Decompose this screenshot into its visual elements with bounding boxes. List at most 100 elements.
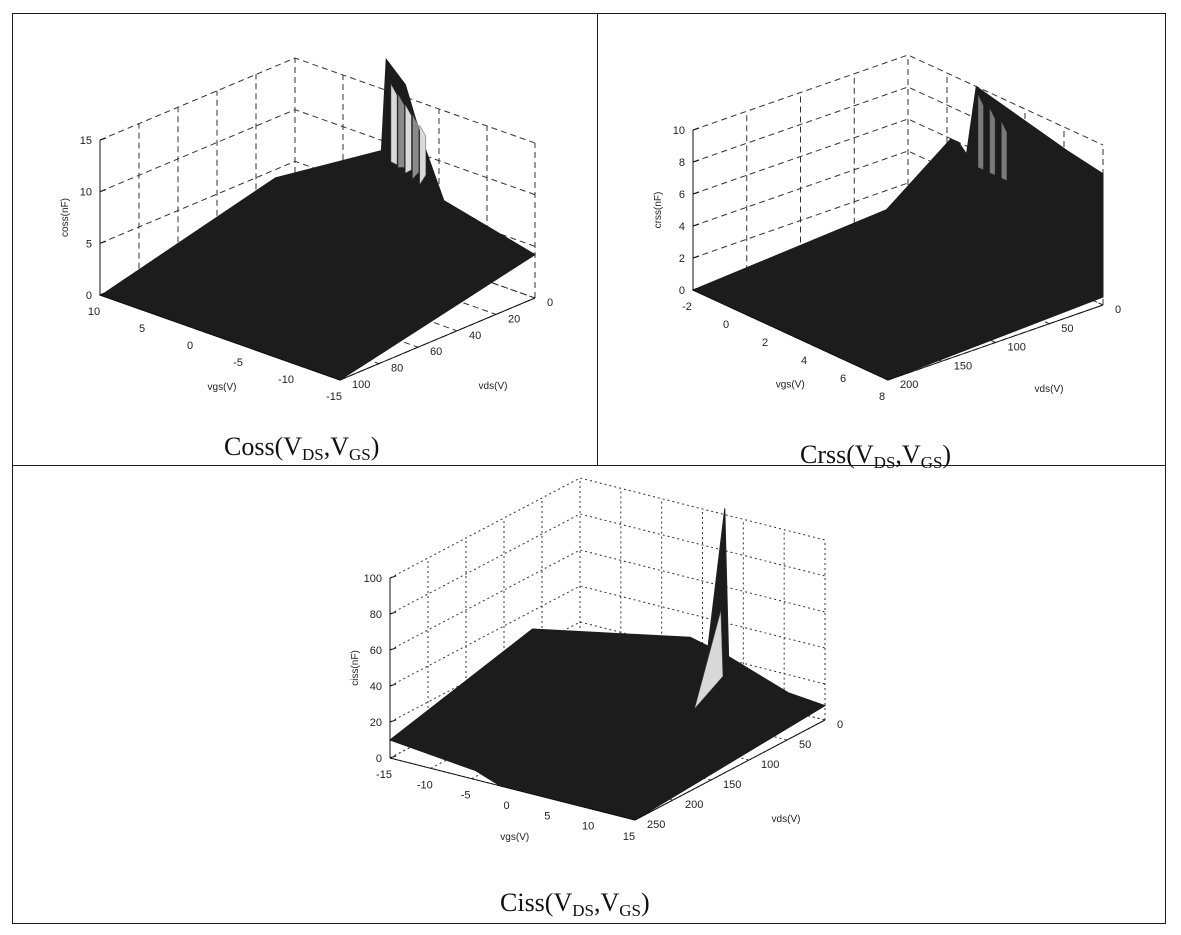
crss-surface-plot: 0 2 4 6 8 10 -2 0 2 4 6 8 0 50 100 150 200 crss(nF) vgs(V)… <box>653 54 1121 403</box>
x-tick-label: 2 <box>762 337 768 349</box>
surface-ridge <box>397 93 405 168</box>
surface-ridge <box>390 83 398 166</box>
crss-caption-sub1: DS <box>873 453 896 472</box>
y-tick-label: 0 <box>837 719 843 731</box>
panel-divider-vertical <box>597 13 598 466</box>
z-tick-label: 10 <box>673 125 685 137</box>
y-tick-label: 250 <box>647 819 665 831</box>
grid-line <box>692 54 1104 146</box>
grid-line <box>389 585 826 687</box>
z-tick-label: 0 <box>376 753 382 765</box>
surface-ridge <box>694 611 724 709</box>
z-axis-label: crss(nF) <box>653 192 664 229</box>
z-tick <box>692 255 700 259</box>
surface-area <box>98 57 536 381</box>
z-tick <box>692 287 700 291</box>
x-tick-label: 4 <box>801 355 807 367</box>
y-axis-label: vds(V) <box>1035 384 1064 395</box>
coss-caption-sub1: DS <box>302 445 324 464</box>
z-axis-label: ciss(nF) <box>350 650 361 686</box>
grid-line <box>389 477 826 579</box>
z-tick <box>99 240 107 244</box>
x-axis <box>389 757 636 821</box>
x-tick-label: -2 <box>682 301 692 313</box>
x-axis-label: vgs(V) <box>500 832 529 843</box>
z-tick-label: 5 <box>86 238 92 250</box>
x-tick-label: 15 <box>623 831 635 843</box>
y-tick-label: 150 <box>723 779 741 791</box>
z-axis-label: coss(nF) <box>60 198 71 237</box>
x-tick-label: 0 <box>503 800 509 812</box>
y-tick-label: 200 <box>685 799 703 811</box>
z-tick <box>99 292 107 296</box>
grid-line <box>99 109 536 196</box>
y-tick-label: 100 <box>761 759 779 771</box>
y-axis <box>339 297 536 381</box>
grid-line <box>389 621 826 723</box>
surface-ridge <box>419 124 427 186</box>
x-tick-label: 10 <box>582 821 594 833</box>
figure-frame <box>12 13 1166 924</box>
x-tick-label: -5 <box>233 357 243 369</box>
x-tick-label: -15 <box>326 391 342 403</box>
z-tick <box>692 223 700 227</box>
y-tick-label: 50 <box>799 739 811 751</box>
y-tick-label: 50 <box>1061 323 1073 335</box>
z-tick-label: 0 <box>679 285 685 297</box>
grid-line <box>389 549 826 651</box>
y-axis <box>634 719 826 821</box>
z-tick-label: 10 <box>80 187 92 199</box>
z-tick-label: 100 <box>364 573 382 585</box>
y-axis <box>887 304 1104 381</box>
x-tick-label: 5 <box>544 810 550 822</box>
x-tick-label: 0 <box>723 319 729 331</box>
z-tick-label: 20 <box>370 717 382 729</box>
z-tick <box>692 191 700 195</box>
coss-caption-sub2: GS <box>349 445 371 464</box>
surface-area <box>388 628 827 821</box>
y-tick-label: 0 <box>1115 304 1121 316</box>
z-tick <box>389 611 397 615</box>
z-tick <box>692 127 700 131</box>
z-tick <box>99 189 107 193</box>
surface-ridge <box>977 95 984 170</box>
z-tick-label: 0 <box>86 290 92 302</box>
x-tick-label: -15 <box>376 769 392 781</box>
ciss-caption-base: Ciss(V <box>500 888 573 917</box>
ciss-caption-sub2: GS <box>619 901 641 920</box>
x-tick-label: -5 <box>461 790 471 802</box>
x-axis <box>692 289 889 381</box>
surface-ridge <box>405 103 412 174</box>
coss-caption-base: Coss(V <box>224 432 303 461</box>
x-tick-label: 5 <box>139 323 145 335</box>
y-tick-label: 200 <box>900 379 918 391</box>
x-tick-label: 10 <box>88 306 100 318</box>
crss-caption-sub2: GS <box>920 453 943 472</box>
ciss-caption: Ciss(VDS,VGS) <box>500 888 650 921</box>
crss-caption-mid: ,V <box>895 440 921 469</box>
y-tick-label: 80 <box>391 363 403 375</box>
coss-surface-plot: 0 5 10 15 10 5 0 -5 -10 -15 0 20 40 60 80 100 coss(nF) vg… <box>60 57 553 403</box>
z-tick-label: 80 <box>370 609 382 621</box>
y-tick-label: 100 <box>1008 342 1026 354</box>
x-tick-label: 0 <box>187 340 193 352</box>
crss-caption-end: ) <box>942 440 952 469</box>
z-tick-label: 8 <box>679 157 685 169</box>
panel-divider-horizontal <box>12 465 1166 466</box>
coss-caption-mid: ,V <box>323 432 350 461</box>
coss-caption-end: ) <box>370 432 380 461</box>
surface-ridge <box>989 108 996 176</box>
z-tick <box>99 137 107 141</box>
surface-area <box>691 85 1104 381</box>
crss-caption: Crss(VDS,VGS) <box>800 440 951 473</box>
y-axis-label: vds(V) <box>772 814 801 825</box>
crss-caption-base: Crss(V <box>800 440 874 469</box>
y-tick-label: 40 <box>469 330 481 342</box>
surface-ridge <box>1001 122 1007 181</box>
grid-line <box>99 57 536 144</box>
y-axis-label: vds(V) <box>479 381 508 392</box>
ciss-caption-end: ) <box>641 888 650 917</box>
z-tick <box>389 719 397 723</box>
z-tick <box>389 683 397 687</box>
y-tick-label: 100 <box>352 379 370 391</box>
